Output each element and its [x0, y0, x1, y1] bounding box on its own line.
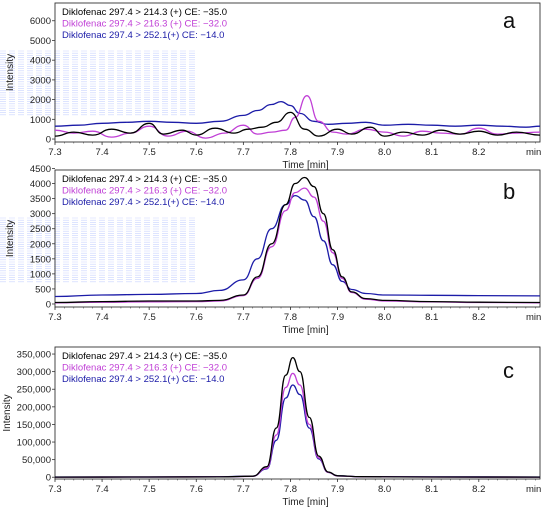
x-tick-label: 8.0 [378, 312, 391, 323]
x-tick-label: 8.1 [425, 147, 438, 158]
x-tick-label: 7.4 [95, 147, 108, 158]
panel-label: a [503, 8, 516, 33]
x-tick-label: 7.9 [331, 147, 344, 158]
x-tick-label: 7.5 [143, 147, 156, 158]
y-tick-label: 1500 [30, 254, 51, 265]
x-tick-label: 8.2 [472, 484, 485, 495]
x-tick-label: 7.5 [143, 312, 156, 323]
x-tick-label: 8.0 [378, 147, 391, 158]
x-tick-label: 7.5 [143, 484, 156, 495]
y-tick-label: 150,000 [17, 420, 51, 431]
y-axis-title: Intensity [5, 220, 16, 257]
x-tick-label: 7.3 [48, 484, 61, 495]
x-tick-label: 7.3 [48, 312, 61, 323]
legend-entry: Diklofenac 297.4 > 216.3 (+) CE: −32.0 [62, 363, 227, 374]
plot-frame [54, 2, 541, 143]
x-tick-label: 8.1 [425, 312, 438, 323]
series-line-3 [55, 100, 540, 128]
y-tick-label: 250,000 [17, 385, 51, 396]
y-tick-label: 4000 [30, 56, 51, 67]
x-tick-label: 8.2 [472, 147, 485, 158]
series-line-3 [55, 194, 540, 298]
y-tick-label: 2000 [30, 95, 51, 106]
y-axis-title: Intensity [2, 394, 13, 431]
y-tick-label: 3500 [30, 194, 51, 205]
x-tick-label: 7.4 [95, 484, 108, 495]
y-tick-label: 2000 [30, 239, 51, 250]
x-tick-label: 7.7 [237, 147, 250, 158]
legend-entry: Diklofenac 297.4 > 216.3 (+) CE: −32.0 [62, 19, 227, 30]
x-axis-title: Time [min] [282, 497, 329, 508]
legend-entry: Diklofenac 297.4 > 252.1(+) CE: −14.0 [62, 30, 224, 41]
x-tick-label: 7.8 [284, 312, 297, 323]
x-tick-label: 7.7 [237, 484, 250, 495]
y-tick-label: 4000 [30, 179, 51, 190]
series-line-1 [55, 176, 540, 304]
legend-entry: Diklofenac 297.4 > 214.3 (+) CE: −35.0 [62, 351, 227, 362]
y-tick-label: 50,000 [22, 455, 51, 466]
y-tick-label: 300,000 [17, 367, 51, 378]
y-tick-label: 0 [46, 299, 51, 310]
x-unit-label: min [526, 312, 541, 323]
x-axis-title: Time [min] [282, 160, 329, 171]
series-line-3 [55, 384, 540, 478]
y-tick-label: 3000 [30, 209, 51, 220]
y-tick-label: 500 [35, 284, 51, 295]
x-tick-label: 8.1 [425, 484, 438, 495]
chart-panel-c: 0 50,000 100,000 150,000 200,000 250,000 300,0… [2, 346, 541, 508]
series-line-2 [55, 372, 540, 478]
chart-panel-b: 0 500 1000 1500 2000 2500 3000 3500 4000 4500 7.3 7… [0, 164, 541, 336]
legend-entry: Diklofenac 297.4 > 252.1(+) CE: −14.0 [62, 374, 224, 385]
series-line-1 [55, 356, 540, 478]
y-tick-label: 6000 [30, 16, 51, 27]
x-tick-label: 8.2 [472, 312, 485, 323]
y-axis-title: Intensity [5, 54, 16, 91]
x-tick-label: 7.4 [95, 312, 108, 323]
x-tick-label: 7.9 [331, 484, 344, 495]
x-tick-label: 7.6 [190, 312, 203, 323]
plot-frame [54, 346, 541, 480]
y-tick-label: 0 [46, 473, 51, 484]
x-tick-label: 7.3 [48, 147, 61, 158]
y-tick-label: 350,000 [17, 350, 51, 361]
y-tick-label: 2500 [30, 224, 51, 235]
x-tick-label: 7.7 [237, 312, 250, 323]
x-tick-label: 7.9 [331, 312, 344, 323]
x-axis-title: Time [min] [282, 325, 329, 336]
y-tick-label: 200,000 [17, 402, 51, 413]
legend-entry: Diklofenac 297.4 > 214.3 (+) CE: −35.0 [62, 7, 227, 18]
legend-entry: Diklofenac 297.4 > 214.3 (+) CE: −35.0 [62, 174, 227, 185]
legend-entry: Diklofenac 297.4 > 216.3 (+) CE: −32.0 [62, 186, 227, 197]
x-tick-label: 8.0 [378, 484, 391, 495]
y-tick-label: 0 [46, 135, 51, 146]
panel-label: c [503, 358, 514, 383]
panel-label: b [503, 179, 515, 204]
series-line-2 [55, 95, 540, 139]
y-tick-label: 100,000 [17, 438, 51, 449]
series-line-1 [55, 111, 540, 137]
x-unit-label: min [526, 484, 541, 495]
legend-entry: Diklofenac 297.4 > 252.1(+) CE: −14.0 [62, 197, 224, 208]
y-tick-label: 3000 [30, 75, 51, 86]
x-tick-label: 7.8 [284, 147, 297, 158]
x-tick-label: 7.6 [190, 147, 203, 158]
y-tick-label: 5000 [30, 36, 51, 47]
plot-frame [54, 169, 541, 308]
y-tick-label: 1000 [30, 115, 51, 126]
x-tick-label: 7.6 [190, 484, 203, 495]
y-tick-label: 4500 [30, 164, 51, 175]
y-tick-label: 1000 [30, 269, 51, 280]
chart-panel-a: 0 1000 2000 3000 4000 5000 6000 7.3 7.4 7.5 7.6 7.7… [0, 2, 541, 171]
x-unit-label: min [526, 147, 541, 158]
x-tick-label: 7.8 [284, 484, 297, 495]
